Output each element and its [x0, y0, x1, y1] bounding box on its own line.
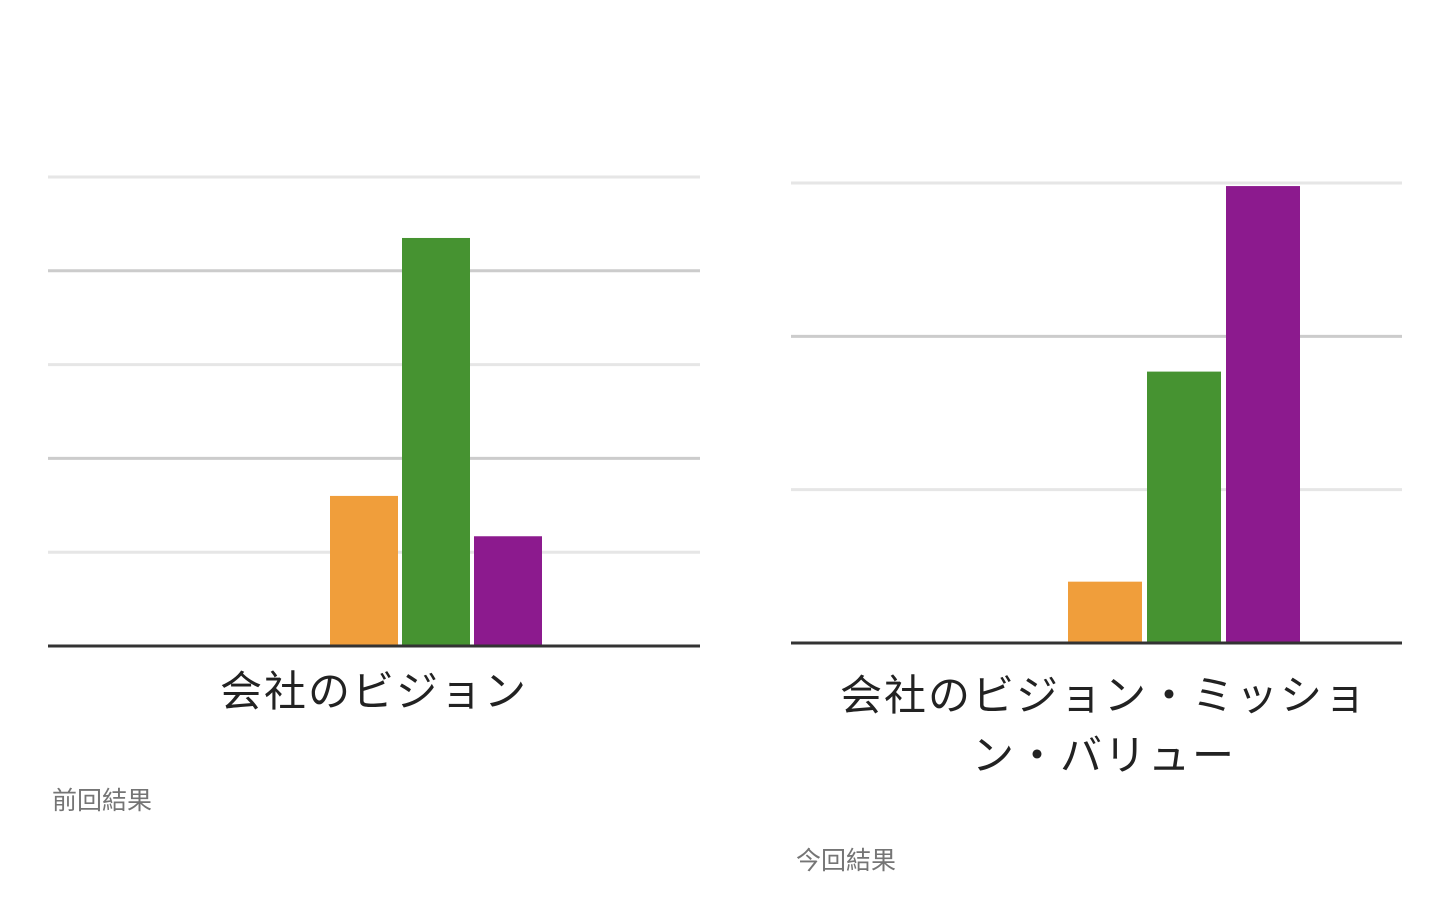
chart-panel-current: 会社のビジョン・ミッション・バリュー 今回結果: [720, 0, 1440, 905]
caption-previous-result: 前回結果: [52, 786, 153, 815]
bar-chart-current: [791, 181, 1402, 645]
bar-purple: [474, 536, 542, 646]
caption-current-result: 今回結果: [796, 846, 897, 875]
category-label-current: 会社のビジョン・ミッション・バリュー: [839, 671, 1368, 780]
bar-orange: [1068, 581, 1142, 643]
bar-chart-previous: [48, 175, 700, 648]
bar-orange: [330, 495, 398, 646]
bar-green: [402, 237, 470, 646]
bar-purple: [1226, 186, 1300, 644]
chart-panel-previous: 会社のビジョン 前回結果: [48, 175, 700, 815]
category-label-previous: 会社のビジョン: [219, 667, 528, 716]
bar-green: [1147, 371, 1221, 643]
